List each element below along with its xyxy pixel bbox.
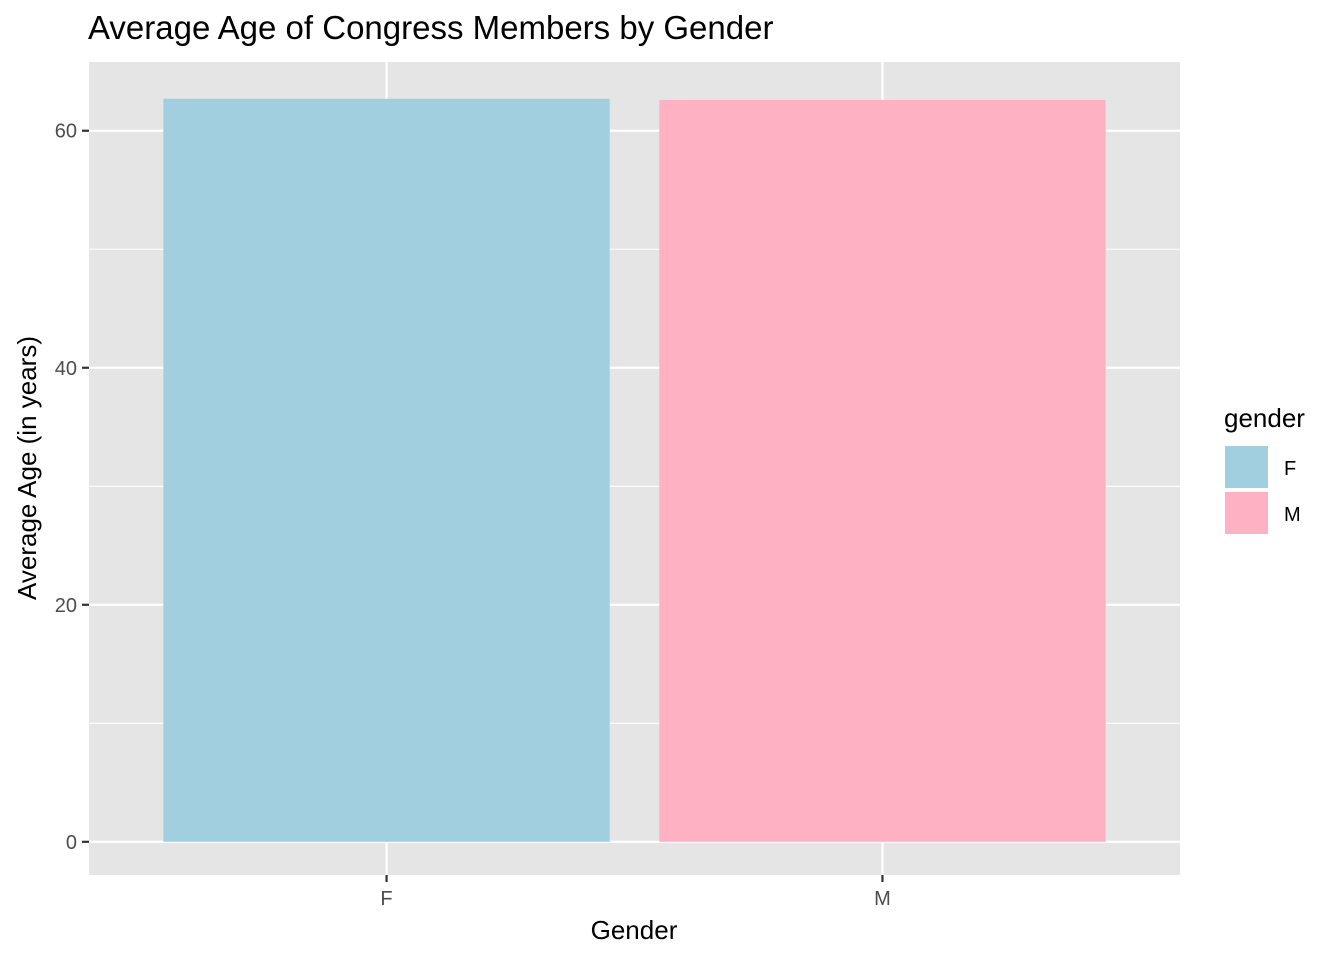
legend-label-F: F <box>1284 458 1296 480</box>
bars <box>163 98 1106 842</box>
legend-label-M: M <box>1284 504 1301 526</box>
y-tick-label: 40 <box>55 358 77 380</box>
x-axis-title: Gender <box>591 915 678 945</box>
x-tick-label: M <box>874 888 891 910</box>
legend-key-F <box>1223 444 1270 490</box>
y-tick-label: 0 <box>66 832 77 854</box>
y-tick-label: 20 <box>55 595 77 617</box>
y-tick-label: 60 <box>55 121 77 143</box>
y-axis: 0 20 40 60 <box>55 121 89 854</box>
x-tick-label: F <box>380 888 392 910</box>
legend-entries: FM <box>1223 444 1301 536</box>
legend-key-M <box>1223 490 1270 536</box>
legend: gender FM <box>1223 403 1305 536</box>
y-axis-title: Average Age (in years) <box>12 336 42 600</box>
chart-title: Average Age of Congress Members by Gende… <box>88 9 773 46</box>
bar-F <box>163 98 610 842</box>
legend-title: gender <box>1224 403 1305 433</box>
bar-M <box>659 99 1106 842</box>
